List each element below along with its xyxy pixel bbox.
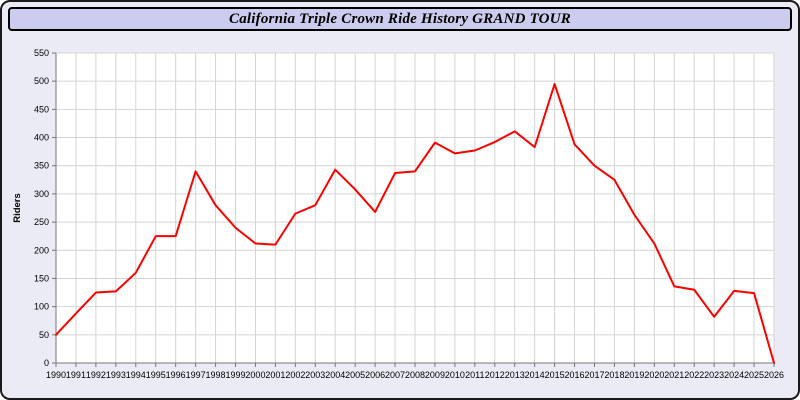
x-tick-label: 1998 bbox=[206, 370, 226, 380]
y-axis-title: Riders bbox=[12, 193, 23, 223]
x-tick-label: 2009 bbox=[425, 370, 445, 380]
x-tick-label: 2010 bbox=[445, 370, 465, 380]
x-tick-label: 1995 bbox=[146, 370, 166, 380]
x-tick-label: 2019 bbox=[624, 370, 644, 380]
x-tick-label: 2012 bbox=[485, 370, 505, 380]
x-tick-label: 2005 bbox=[345, 370, 365, 380]
y-tick-label: 450 bbox=[34, 104, 49, 114]
x-tick-label: 2013 bbox=[505, 370, 525, 380]
chart-title: California Triple Crown Ride History GRA… bbox=[229, 10, 571, 27]
y-tick-label: 350 bbox=[34, 161, 49, 171]
y-tick-label: 100 bbox=[34, 302, 49, 312]
x-tick-label: 2004 bbox=[325, 370, 345, 380]
x-tick-label: 2001 bbox=[265, 370, 285, 380]
x-tick-label: 2025 bbox=[744, 370, 764, 380]
y-tick-label: 0 bbox=[44, 358, 49, 368]
x-tick-label: 2020 bbox=[644, 370, 664, 380]
x-tick-label: 1990 bbox=[46, 370, 66, 380]
x-tick-label: 2007 bbox=[385, 370, 405, 380]
x-tick-label: 2022 bbox=[684, 370, 704, 380]
y-tick-label: 200 bbox=[34, 245, 49, 255]
x-tick-label: 2014 bbox=[525, 370, 545, 380]
x-tick-label: 1994 bbox=[126, 370, 146, 380]
chart-title-bar: California Triple Crown Ride History GRA… bbox=[8, 7, 792, 31]
x-tick-label: 2015 bbox=[545, 370, 565, 380]
x-tick-label: 2000 bbox=[245, 370, 265, 380]
x-tick-label: 1993 bbox=[106, 370, 126, 380]
x-tick-label: 2017 bbox=[584, 370, 604, 380]
y-tick-label: 500 bbox=[34, 76, 49, 86]
x-tick-label: 1996 bbox=[166, 370, 186, 380]
x-tick-label: 2008 bbox=[405, 370, 425, 380]
y-tick-label: 400 bbox=[34, 133, 49, 143]
x-tick-label: 1992 bbox=[86, 370, 106, 380]
y-tick-label: 300 bbox=[34, 189, 49, 199]
x-tick-label: 2026 bbox=[764, 370, 784, 380]
x-tick-label: 1991 bbox=[66, 370, 86, 380]
x-tick-label: 2011 bbox=[465, 370, 484, 380]
x-tick-label: 2018 bbox=[604, 370, 624, 380]
y-tick-label: 550 bbox=[34, 48, 49, 58]
x-tick-label: 2024 bbox=[724, 370, 744, 380]
chart-region: 0 50 100 150 200 250 300 350 400 450 500 550 1990 199… bbox=[8, 41, 794, 393]
y-tick-label: 150 bbox=[34, 273, 49, 283]
x-tick-label: 2002 bbox=[285, 370, 305, 380]
x-tick-label: 1999 bbox=[225, 370, 245, 380]
x-tick-label: 2006 bbox=[365, 370, 385, 380]
x-tick-label: 2003 bbox=[305, 370, 325, 380]
y-tick-label: 50 bbox=[39, 330, 49, 340]
y-tick-label: 250 bbox=[34, 217, 49, 227]
series-line-riders bbox=[55, 83, 775, 364]
x-tick-label: 2016 bbox=[565, 370, 585, 380]
x-tick-label: 2021 bbox=[664, 370, 684, 380]
x-tick-label: 2023 bbox=[704, 370, 724, 380]
x-tick-label: 1997 bbox=[186, 370, 206, 380]
